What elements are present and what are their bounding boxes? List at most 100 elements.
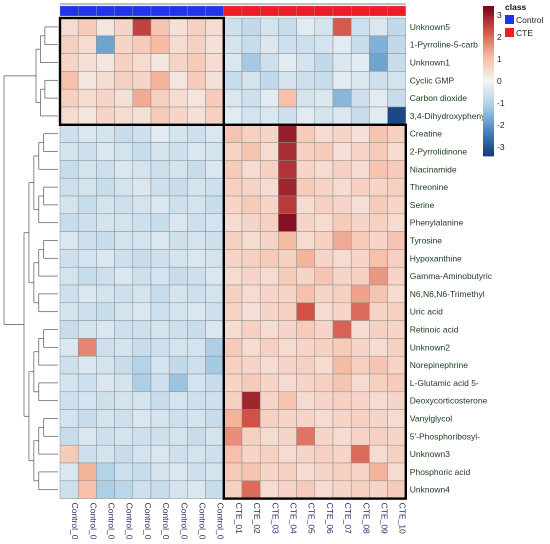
heatmap-cell [132, 106, 152, 126]
heatmap-cell [187, 88, 206, 108]
heatmap-cell [369, 160, 388, 179]
heatmap-cell [278, 177, 297, 197]
heatmap-cell [114, 88, 134, 108]
heatmap-cell [332, 444, 352, 464]
heatmap-cell [59, 71, 79, 90]
column-label: Control_08 [198, 503, 208, 539]
class-bar-cell [278, 5, 297, 17]
color-scale-segment [483, 48, 494, 52]
heatmap-cell [296, 284, 316, 304]
heatmap-cell [96, 427, 115, 446]
column-label: CTE_07 [343, 503, 353, 534]
color-scale-segment [483, 58, 494, 62]
heatmap-cell [259, 284, 279, 304]
heatmap-cell [114, 124, 134, 143]
heatmap-cell [132, 88, 152, 108]
heatmap-cell [77, 427, 97, 446]
heatmap-cell [223, 480, 243, 499]
color-scale-segment [483, 146, 494, 149]
color-scale-segment [483, 148, 494, 152]
heatmap-cell [369, 213, 388, 232]
heatmap-cell [205, 284, 225, 304]
heatmap-cell [96, 124, 115, 143]
heatmap-cell [223, 249, 243, 268]
heatmap-cell [150, 427, 170, 446]
heatmap-cell [114, 355, 134, 375]
color-scale-segment [483, 38, 494, 42]
heatmap-cell [132, 409, 152, 428]
heatmap-cell [205, 266, 225, 286]
row-label: Deoxycorticosterone [410, 396, 488, 406]
heatmap-cell [259, 17, 279, 37]
heatmap-cell [259, 231, 279, 250]
heatmap-cell [369, 17, 388, 37]
color-scale-tick-label: -3 [497, 142, 505, 152]
heatmap-cell [59, 106, 79, 126]
heatmap-cell [77, 195, 97, 215]
heatmap-cell [59, 249, 79, 268]
heatmap-cell [59, 284, 79, 304]
color-scale-segment [483, 36, 494, 39]
heatmap-cell [241, 177, 261, 197]
row-label: 5'-Phosphoribosyl- [410, 431, 480, 441]
heatmap-cell [259, 462, 279, 482]
heatmap-cell [241, 160, 261, 179]
heatmap-cell [205, 124, 225, 143]
heatmap-cell [168, 249, 188, 268]
heatmap-cell [314, 284, 334, 304]
heatmap-cell [168, 338, 188, 357]
heatmap-cell [278, 320, 297, 339]
color-scale-segment [483, 91, 494, 94]
color-scale-segment [483, 68, 494, 72]
heatmap-cell [132, 427, 152, 446]
heatmap-cell [168, 302, 188, 321]
row-label: 2-Pyrrolidinone [410, 147, 467, 157]
heatmap-cell [114, 17, 134, 37]
control-cluster-box [58, 16, 226, 127]
column-label: CTE_06 [325, 503, 335, 534]
heatmap-cell [387, 355, 407, 375]
heatmap-cell [387, 266, 407, 286]
heatmap-cell [77, 444, 97, 464]
heatmap-cell [332, 427, 352, 446]
heatmap-cell [296, 338, 316, 357]
heatmap-cell [132, 177, 152, 197]
heatmap-cell [259, 249, 279, 268]
cluster-boxes [58, 16, 408, 500]
heatmap-cell [296, 320, 316, 339]
heatmap-cell [314, 231, 334, 250]
heatmap-cell [96, 88, 115, 108]
heatmap-cell [369, 53, 388, 72]
heatmap-cell [150, 195, 170, 215]
heatmap-cell [278, 462, 297, 482]
row-label: Phenylalanine [410, 218, 464, 228]
row-label: Unknown3 [410, 449, 450, 459]
heatmap-cell [314, 160, 334, 179]
heatmap-cell [278, 355, 297, 375]
heatmap-cell [278, 71, 297, 90]
class-bar-cell [132, 5, 152, 17]
heatmap-cell [168, 231, 188, 250]
heatmap-cell [387, 391, 407, 410]
heatmap-cell [369, 195, 388, 215]
heatmap-cell [96, 71, 115, 90]
color-scale-tick-label: 0 [497, 76, 502, 86]
heatmap-cell [187, 266, 206, 286]
row-label: Carbon dioxide [410, 93, 467, 103]
heatmap-cell [132, 249, 152, 268]
heatmap-cell [259, 409, 279, 428]
heatmap-cell [77, 391, 97, 410]
heatmap-cell [96, 231, 115, 250]
heatmap-cell [205, 213, 225, 232]
column-label: CTE_02 [252, 503, 262, 534]
heatmap-cell [259, 177, 279, 197]
color-scale-segment [483, 23, 494, 27]
heatmap-cell [96, 373, 115, 393]
color-scale-tick-label: -2 [497, 120, 505, 130]
heatmap-cell [387, 427, 407, 446]
column-label: CTE_05 [307, 503, 317, 534]
color-scale-segment [483, 61, 494, 64]
heatmap-cell [59, 266, 79, 286]
heatmap-cell [205, 249, 225, 268]
color-scale-segment [483, 78, 494, 82]
